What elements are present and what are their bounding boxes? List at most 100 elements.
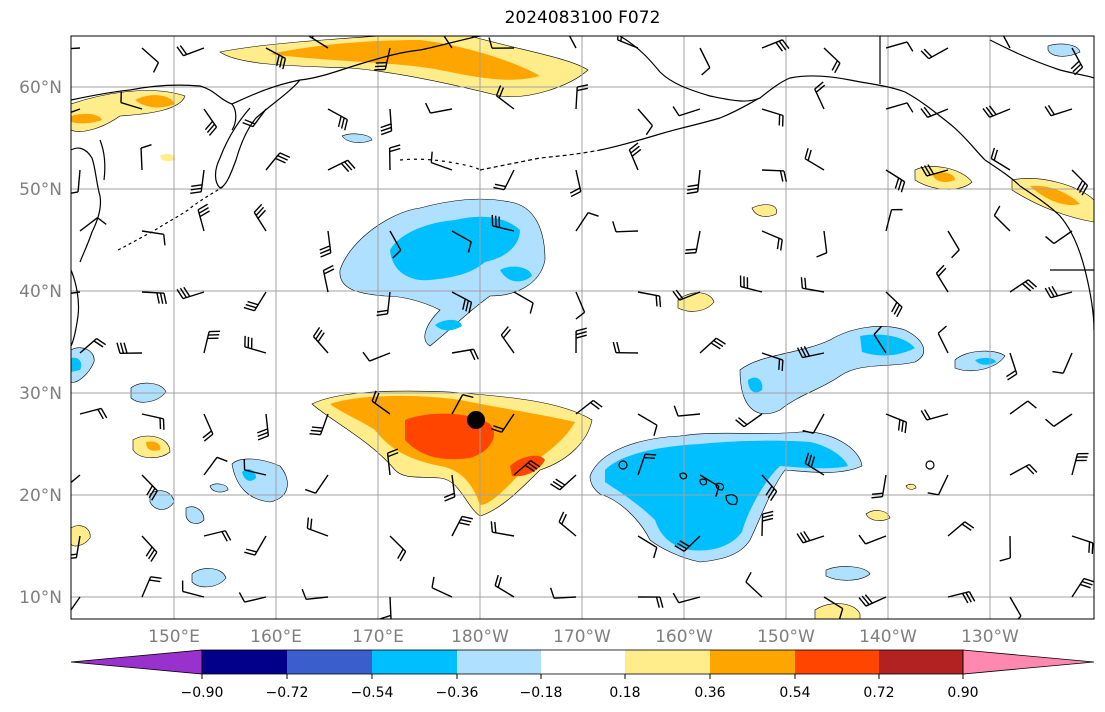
colorbar-tick-label: −0.90 — [181, 685, 224, 701]
wind-barb — [265, 152, 291, 171]
map-frame — [70, 35, 1095, 620]
wind-barb — [362, 351, 391, 362]
lon-label: 180°W — [451, 627, 509, 647]
wind-barb — [203, 530, 232, 542]
wind-barb — [637, 108, 654, 136]
wind-barb — [71, 596, 81, 612]
wind-barb — [1071, 535, 1094, 554]
wind-barb — [202, 413, 214, 442]
wind-barb — [120, 91, 143, 110]
negative-anomaly-region — [149, 490, 175, 510]
wind-barb — [816, 230, 828, 258]
negative-anomaly-region — [209, 483, 229, 493]
wind-barb — [823, 596, 844, 619]
wind-barb — [871, 474, 887, 499]
wind-barb — [312, 326, 329, 354]
wind-barb — [745, 571, 763, 598]
wind-barb — [796, 531, 825, 544]
map-title: 2024083100 F072 — [504, 8, 661, 28]
wind-barb — [243, 291, 267, 312]
wind-barb — [491, 214, 515, 232]
wind-barb — [386, 448, 399, 476]
wind-barb — [488, 37, 515, 49]
wind-barb — [699, 47, 711, 76]
wind-barb — [1071, 169, 1089, 196]
negative-anomaly-region — [71, 347, 95, 383]
wind-barb — [673, 405, 701, 417]
colorbar-segment — [202, 650, 287, 674]
wind-barb — [927, 474, 949, 496]
colorbar-segment — [795, 650, 879, 674]
positive-anomaly-core — [71, 113, 102, 124]
lon-label: 140°W — [859, 627, 917, 647]
wind-barb — [244, 535, 267, 556]
wind-barb — [203, 330, 221, 354]
negative-anomaly-core — [390, 216, 520, 281]
wind-barb — [79, 337, 107, 354]
lat-label: 10°N — [19, 588, 62, 608]
colorbar-tick-label: −0.18 — [520, 685, 563, 701]
wind-barb — [197, 203, 210, 232]
wind-barb — [935, 264, 949, 293]
wind-barb — [79, 407, 108, 420]
wind-barb — [937, 325, 949, 354]
wind-barb — [500, 326, 515, 354]
wind-barb — [322, 264, 335, 293]
negative-anomaly-core — [975, 357, 996, 365]
colorbar-segment — [879, 650, 963, 674]
wind-barb — [920, 47, 949, 60]
wind-barb — [982, 105, 1011, 118]
wind-barb — [1009, 400, 1037, 415]
positive-anomaly-core — [146, 441, 161, 451]
colorbar-segment — [457, 650, 541, 674]
graticule — [71, 36, 1094, 619]
wind-barb — [451, 515, 474, 537]
wind-barb — [374, 47, 391, 71]
wind-barb — [796, 345, 825, 359]
positive-anomaly-core — [135, 95, 175, 108]
wind-barb — [513, 460, 541, 476]
wind-barb — [575, 212, 599, 232]
wind-barb — [990, 147, 1011, 171]
wind-barb — [800, 277, 825, 293]
wind-barb — [141, 230, 166, 246]
negative-anomaly-core — [748, 377, 763, 393]
colorbar-under — [70, 649, 203, 675]
longitude-axis: 150°E 160°E 170°E 180°W 170°W 160°W 150°… — [148, 627, 1019, 647]
wind-barb — [430, 151, 453, 171]
wind-barb — [885, 102, 914, 113]
wind-barb — [376, 291, 391, 317]
wind-barb — [858, 534, 887, 545]
wind-barb — [451, 348, 479, 361]
wind-barb — [999, 535, 1011, 562]
colorbar-tick-label: 0.54 — [779, 685, 810, 701]
lat-label: 60°N — [19, 78, 62, 98]
wind-barb — [885, 41, 914, 52]
wind-barb — [1071, 577, 1094, 598]
wind-barb — [761, 169, 788, 182]
storm-center-marker — [467, 411, 485, 429]
wind-barb — [920, 409, 949, 421]
colorbar-segment — [710, 650, 795, 674]
colorbar-tick-label: 0.36 — [694, 685, 725, 701]
wind-barb — [493, 169, 515, 191]
wind-barb — [920, 106, 949, 118]
wind-barb — [823, 47, 841, 74]
wind-barb — [371, 390, 391, 415]
wind-barb — [672, 592, 701, 604]
negative-anomaly-core — [435, 319, 462, 331]
lon-label: 170°E — [352, 627, 404, 647]
wind-barb — [380, 108, 393, 136]
wind-barb — [1009, 596, 1022, 619]
negative-anomaly-core — [71, 357, 82, 372]
wind-barb — [814, 81, 826, 110]
wind-barb — [947, 521, 975, 537]
wind-barb — [616, 36, 639, 49]
wind-barb — [71, 474, 81, 484]
wind-barb — [309, 413, 329, 436]
wind-barb — [1044, 285, 1073, 299]
wind-barb — [451, 230, 472, 253]
wind-barb — [761, 352, 784, 372]
wind-barb — [735, 413, 763, 428]
wind-barb — [575, 291, 586, 320]
